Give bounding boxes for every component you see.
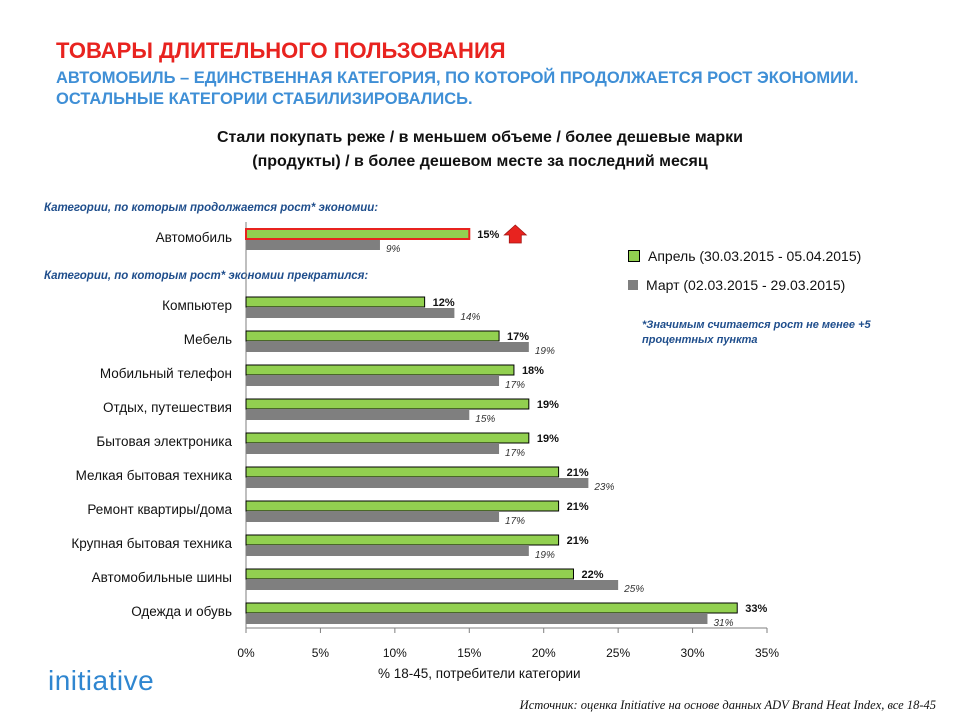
data-label-march: 9% (386, 244, 401, 255)
initiative-logo: initiative (48, 665, 155, 696)
up-arrow-icon (503, 224, 528, 244)
bar-april (245, 534, 560, 546)
category-label: Бытовая электроника (96, 434, 232, 449)
bar-march (246, 342, 529, 352)
data-label-april: 19% (537, 433, 559, 445)
significance-note: *Значимым считается рост не менее +5 про… (642, 319, 871, 346)
page-title: ТОВАРЫ ДЛИТЕЛЬНОГО ПОЛЬЗОВАНИЯ (56, 38, 506, 63)
x-tick-label: 25% (606, 646, 630, 660)
chart-question: Стали покупать реже / в меньшем объеме /… (0, 126, 960, 174)
category-label: Автомобиль (155, 230, 232, 245)
bar-march (246, 410, 470, 420)
data-label-april: 19% (537, 399, 559, 411)
data-label-march: 19% (535, 346, 555, 357)
bar-april (245, 432, 530, 444)
x-axis-title: % 18-45, потребители категории (378, 666, 581, 681)
bar-april (245, 330, 500, 342)
legend-april: Апрель (30.03.2015 - 05.04.2015) (628, 248, 861, 264)
x-tick-label: 20% (532, 646, 556, 660)
bar-march (246, 546, 529, 556)
source-note: Источник: оценка Initiative на основе да… (519, 698, 936, 712)
bar-april (245, 296, 426, 308)
data-label-april: 12% (433, 297, 455, 309)
x-tick-label: 10% (383, 646, 407, 660)
data-label-march: 14% (460, 312, 480, 323)
category-label: Одежда и обувь (131, 604, 232, 619)
bar-march (246, 308, 455, 318)
bar-march (246, 580, 619, 590)
bar-march (246, 512, 500, 522)
question-line-2: (продукты) / в более дешевом месте за по… (252, 153, 708, 170)
data-label-april: 22% (581, 569, 603, 581)
bar-april (245, 398, 530, 410)
data-label-march: 15% (475, 414, 495, 425)
data-label-march: 17% (505, 448, 525, 459)
legend-swatch-march (628, 280, 638, 290)
x-tick-label: 0% (237, 646, 255, 660)
group-label-growing: Категории, по которым продолжается рост*… (44, 202, 379, 214)
data-label-march: 17% (505, 380, 525, 391)
category-label: Отдых, путешествия (103, 400, 232, 415)
data-label-march: 31% (713, 618, 733, 629)
data-label-march: 23% (593, 482, 614, 493)
data-label-april: 17% (507, 331, 529, 343)
data-label-april: 15% (477, 229, 499, 241)
legend-swatch-april (628, 250, 640, 262)
x-tick-label: 30% (681, 646, 705, 660)
page-subtitle: АВТОМОБИЛЬ – ЕДИНСТВЕННАЯ КАТЕГОРИЯ, ПО … (56, 69, 859, 108)
legend-march: Март (02.03.2015 - 29.03.2015) (628, 277, 845, 293)
category-label: Мебель (183, 332, 232, 347)
bar-april (245, 568, 574, 580)
legend-label-march: Март (02.03.2015 - 29.03.2015) (646, 277, 846, 293)
bar-march (246, 444, 500, 454)
bar-march (246, 240, 380, 250)
bar-april (245, 228, 471, 240)
category-label: Автомобильные шины (91, 570, 232, 585)
data-label-april: 18% (522, 365, 544, 377)
data-label-april: 21% (567, 501, 589, 513)
data-label-april: 21% (567, 535, 589, 547)
legend-label-april: Апрель (30.03.2015 - 05.04.2015) (648, 248, 862, 264)
data-label-april: 33% (745, 603, 767, 615)
data-label-march: 19% (535, 550, 555, 561)
x-tick-label: 5% (312, 646, 330, 660)
data-label-april: 21% (567, 467, 589, 479)
x-tick-label: 35% (755, 646, 779, 660)
bar-march (246, 478, 589, 488)
question-line-1: Стали покупать реже / в меньшем объеме /… (217, 129, 743, 146)
category-label: Мелкая бытовая техника (75, 468, 232, 483)
data-label-march: 17% (505, 516, 525, 527)
bar-april (245, 500, 560, 512)
category-label: Ремонт квартиры/дома (87, 502, 232, 517)
bar-march (246, 614, 708, 624)
bar-april (245, 602, 738, 614)
bar-march (246, 376, 500, 386)
data-label-march: 25% (623, 584, 644, 595)
category-label: Крупная бытовая техника (71, 536, 232, 551)
bar-april (245, 364, 515, 376)
group-label-stopped: Категории, по которым рост* экономии пре… (44, 270, 369, 282)
x-tick-label: 15% (457, 646, 481, 660)
bar-april (245, 466, 560, 478)
category-label: Мобильный телефон (99, 366, 232, 381)
category-label: Компьютер (162, 298, 232, 313)
